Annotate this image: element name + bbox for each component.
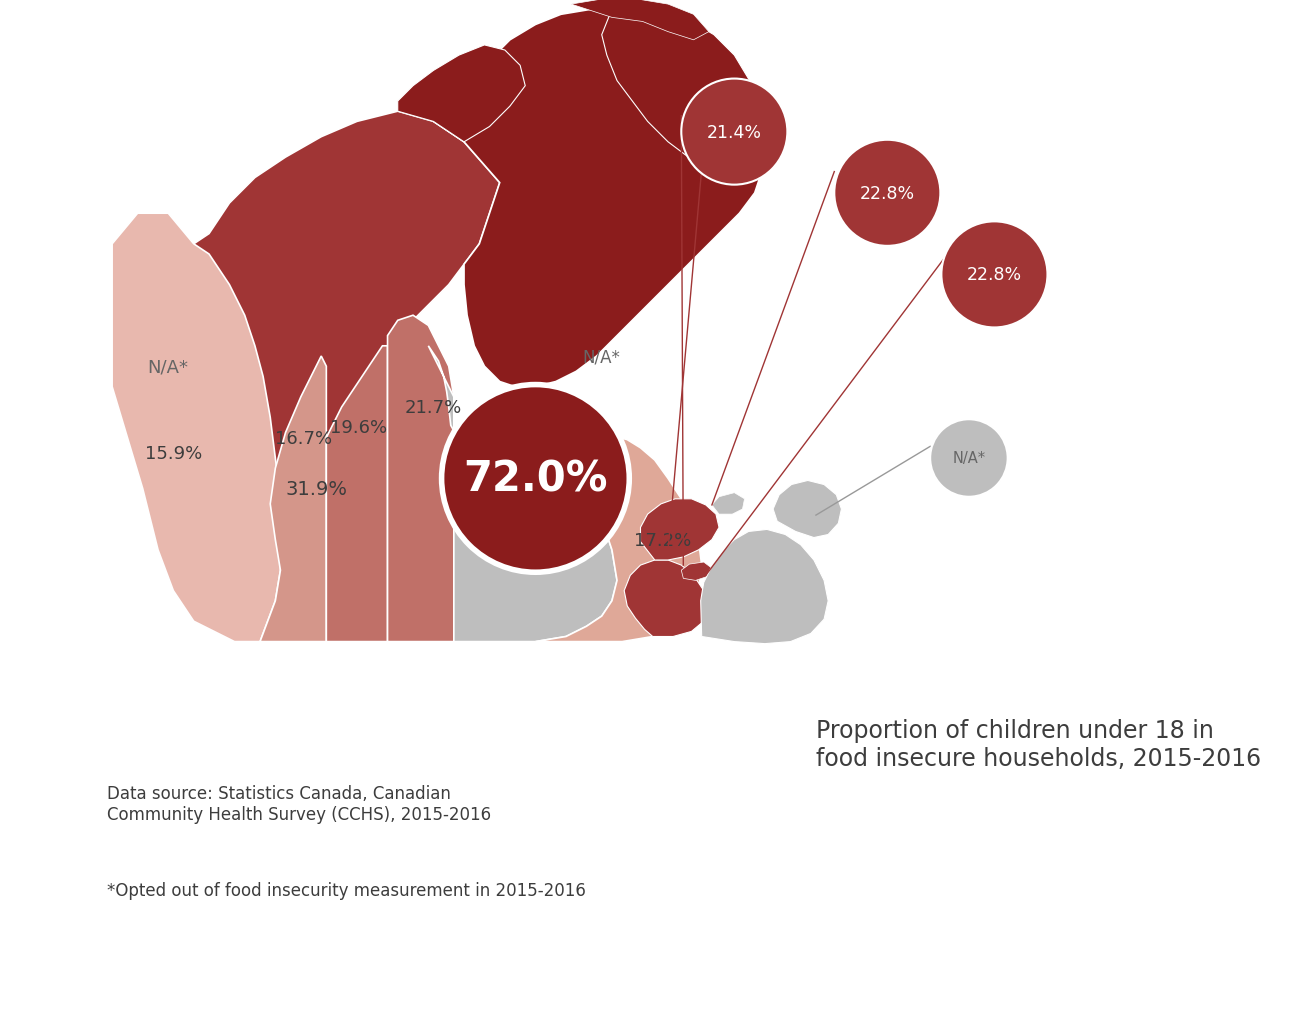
Text: N/A*: N/A*	[583, 347, 620, 366]
Polygon shape	[602, 5, 754, 163]
Polygon shape	[112, 214, 280, 642]
Circle shape	[681, 79, 788, 185]
Polygon shape	[193, 112, 500, 642]
Polygon shape	[434, 10, 765, 387]
Text: 22.8%: 22.8%	[967, 266, 1022, 284]
Text: 17.2%: 17.2%	[635, 531, 692, 549]
Polygon shape	[774, 481, 841, 538]
Polygon shape	[397, 46, 526, 143]
Polygon shape	[711, 493, 745, 515]
Polygon shape	[624, 560, 709, 637]
Circle shape	[835, 141, 940, 247]
Text: N/A*: N/A*	[953, 451, 985, 466]
Text: Proportion of children under 18 in
food insecure households, 2015-2016: Proportion of children under 18 in food …	[816, 718, 1262, 770]
Text: N/A*: N/A*	[148, 358, 188, 376]
Text: *Opted out of food insecurity measurement in 2015-2016: *Opted out of food insecurity measuremen…	[106, 881, 585, 900]
Polygon shape	[112, 214, 275, 642]
Circle shape	[441, 385, 630, 573]
Polygon shape	[640, 499, 719, 560]
Polygon shape	[571, 0, 709, 41]
Text: 19.6%: 19.6%	[331, 419, 388, 437]
Text: 16.7%: 16.7%	[275, 429, 332, 447]
Text: 21.7%: 21.7%	[405, 398, 462, 417]
Polygon shape	[388, 316, 454, 642]
Text: 72.0%: 72.0%	[463, 458, 607, 500]
Polygon shape	[260, 357, 326, 642]
Polygon shape	[701, 530, 828, 644]
Polygon shape	[428, 346, 617, 642]
Circle shape	[931, 420, 1007, 497]
Polygon shape	[510, 436, 702, 642]
Text: Data source: Statistics Canada, Canadian
Community Health Survey (CCHS), 2015-20: Data source: Statistics Canada, Canadian…	[106, 785, 491, 823]
Text: 15.9%: 15.9%	[144, 444, 202, 463]
Text: 31.9%: 31.9%	[286, 480, 347, 498]
Circle shape	[941, 222, 1047, 328]
Text: N/A*: N/A*	[522, 546, 559, 565]
Text: 22.8%: 22.8%	[859, 184, 915, 203]
Polygon shape	[681, 562, 711, 581]
Text: 21.4%: 21.4%	[707, 123, 762, 142]
Polygon shape	[326, 346, 388, 642]
